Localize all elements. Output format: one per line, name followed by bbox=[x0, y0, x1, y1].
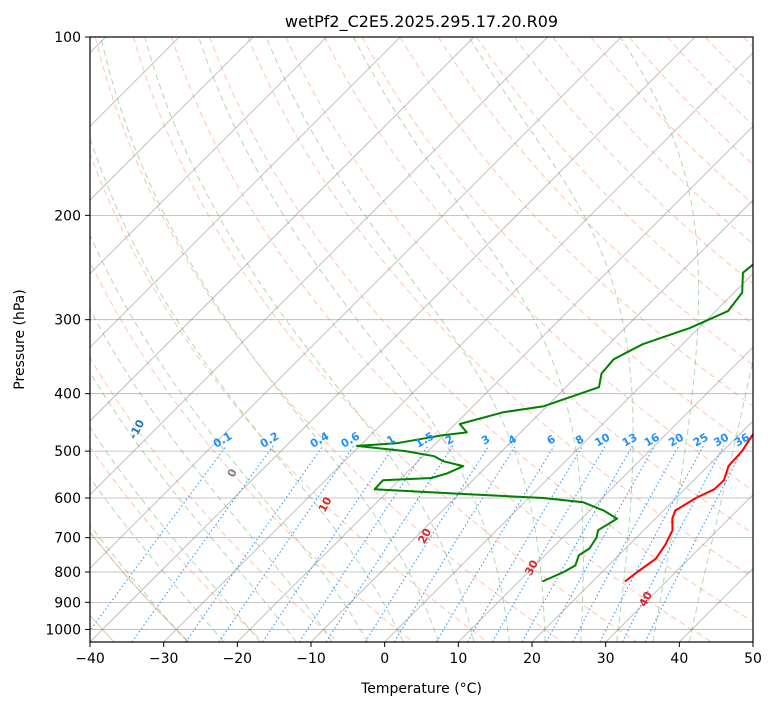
moist-adiabat-line bbox=[90, 233, 369, 642]
temperature-profile-line bbox=[624, 432, 753, 583]
dry-adiabat-label: 20 bbox=[416, 526, 435, 546]
mixing-ratio-line bbox=[131, 445, 274, 642]
dry-adiabat-line bbox=[590, 37, 753, 205]
x-tick-label: 40 bbox=[670, 651, 688, 667]
mixing-ratio-line bbox=[185, 445, 324, 642]
y-tick-label: 600 bbox=[54, 491, 81, 507]
isotherm-line bbox=[90, 37, 548, 496]
y-tick-label: 200 bbox=[54, 208, 81, 224]
x-tick-label: 50 bbox=[744, 651, 762, 667]
y-tick-label: 700 bbox=[54, 531, 81, 547]
isotherm-line bbox=[90, 37, 254, 201]
moist-adiabat-line bbox=[353, 37, 584, 642]
moist-adiabat-line bbox=[90, 426, 261, 642]
x-tick-label: 20 bbox=[523, 651, 541, 667]
mixing-ratio-line bbox=[521, 445, 633, 642]
isotherm-line bbox=[458, 346, 753, 642]
moist-adiabat-line bbox=[144, 37, 475, 642]
isotherm-line bbox=[90, 37, 696, 642]
dewpoint-profile-line bbox=[355, 263, 753, 583]
isotherm-line bbox=[90, 37, 475, 422]
x-tick-label: −40 bbox=[75, 651, 105, 667]
moist-adiabat-line bbox=[688, 358, 753, 642]
axes: −40 −30 −20 −10 0 10 20 30 40 50 100 200 300 400 500 60… bbox=[45, 30, 762, 667]
moist-adiabat-line bbox=[265, 37, 546, 642]
dry-adiabat-line bbox=[90, 152, 488, 642]
isotherm-line bbox=[90, 37, 622, 569]
isotherm-line bbox=[605, 494, 753, 642]
moist-adiabat-line bbox=[468, 37, 634, 642]
x-tick-label: −10 bbox=[296, 651, 326, 667]
moist-adiabat-line bbox=[90, 524, 188, 642]
moist-adiabat-line bbox=[620, 37, 700, 642]
dry-adiabat-line bbox=[94, 37, 563, 642]
moist-adiabat-line bbox=[90, 477, 225, 642]
moist-adiabats bbox=[90, 37, 753, 642]
mixing-ratio-line bbox=[467, 445, 584, 642]
isotherm-line bbox=[163, 52, 753, 642]
moist-adiabat-line bbox=[198, 37, 510, 642]
x-tick-label: −30 bbox=[149, 651, 179, 667]
isotherm-line bbox=[90, 37, 401, 348]
isotherm-line bbox=[90, 37, 327, 275]
mixing-ratio-line bbox=[218, 445, 355, 642]
plot-frame bbox=[89, 36, 754, 643]
moist-adiabat-line bbox=[100, 37, 439, 642]
dry-adiabat-line bbox=[90, 260, 414, 642]
x-tick-label: −20 bbox=[223, 651, 253, 667]
moist-adiabat-line bbox=[90, 136, 404, 642]
mixing-ratio-line bbox=[364, 445, 490, 642]
mixing-ratio-line bbox=[325, 445, 454, 642]
y-tick-label: 1000 bbox=[45, 622, 81, 638]
x-axis-title: Temperature (°C) bbox=[360, 681, 482, 697]
mixing-ratio-line bbox=[262, 445, 395, 642]
y-tick-label: 400 bbox=[54, 387, 81, 403]
y-tick-label: 900 bbox=[54, 595, 81, 611]
dry-adiabat-line bbox=[171, 37, 712, 642]
dry-adiabat-line bbox=[552, 37, 753, 245]
dry-adiabat-label: 40 bbox=[636, 589, 655, 609]
dry-adiabat-line bbox=[399, 37, 753, 407]
x-tick-label: 10 bbox=[449, 651, 467, 667]
tan-curve-line bbox=[90, 531, 190, 642]
isotherm-line bbox=[531, 420, 753, 642]
mixing-ratio-line bbox=[621, 445, 725, 642]
mixing-ratio-line bbox=[644, 445, 746, 642]
dry-adiabat-line bbox=[247, 37, 753, 578]
dry-adiabat-line bbox=[209, 37, 753, 623]
moist-adiabat-line bbox=[90, 371, 297, 642]
y-tick-label: 300 bbox=[54, 313, 81, 329]
dry-adiabat-line bbox=[90, 356, 339, 642]
dry-adiabat-line bbox=[285, 37, 753, 535]
dry-adiabat-line bbox=[132, 37, 638, 642]
y-tick-label: 800 bbox=[54, 565, 81, 581]
isobar-grid bbox=[90, 37, 753, 630]
isotherm-line bbox=[310, 199, 753, 642]
isotherm-line bbox=[237, 125, 753, 642]
dry-adiabat-line bbox=[90, 446, 264, 642]
chart-title: wetPf2_C2E5.2025.295.17.20.R09 bbox=[285, 12, 558, 32]
dry-adiabat-line bbox=[437, 37, 753, 366]
tan-curves bbox=[90, 531, 190, 642]
plot-area: -100-90-80-70-60-50-40-30-20-10010203040… bbox=[90, 37, 753, 642]
y-tick-label: 100 bbox=[54, 30, 81, 46]
y-axis-title: Pressure (hPa) bbox=[12, 289, 28, 389]
mixing-ratio-lines bbox=[90, 445, 746, 642]
moist-adiabat-line bbox=[90, 308, 333, 642]
y-tick-label: 500 bbox=[54, 444, 81, 460]
isotherm-grid bbox=[90, 37, 753, 642]
profile-series bbox=[355, 263, 753, 583]
dry-adiabat-label: 10 bbox=[316, 494, 335, 514]
mixing-ratio-line bbox=[435, 445, 555, 642]
dry-adiabat-label: 30 bbox=[522, 558, 541, 578]
mixing-ratio-line bbox=[545, 445, 656, 642]
dry-adiabat-line bbox=[323, 37, 753, 491]
x-tick-label: 30 bbox=[597, 651, 615, 667]
isotherm-line bbox=[384, 273, 753, 642]
x-tick-label: 0 bbox=[380, 651, 389, 667]
